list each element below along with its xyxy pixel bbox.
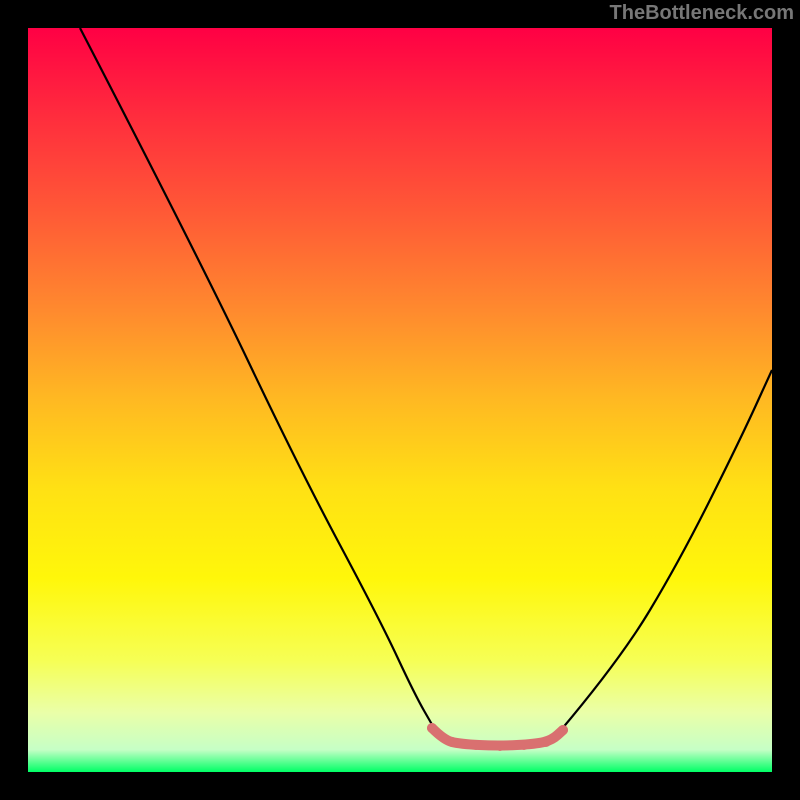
watermark-text: TheBottleneck.com (610, 2, 794, 25)
bottom-segment-dot (471, 740, 481, 750)
bottom-segment-dot (447, 737, 457, 747)
bottom-segment-dot (495, 741, 505, 751)
bottom-segment-dot (558, 725, 568, 735)
bottom-segment-dot (427, 723, 437, 733)
chart-svg (0, 0, 800, 800)
bottom-segment-dot (541, 737, 551, 747)
bottom-segment-dot (519, 740, 529, 750)
bottleneck-chart: TheBottleneck.com (0, 0, 800, 800)
